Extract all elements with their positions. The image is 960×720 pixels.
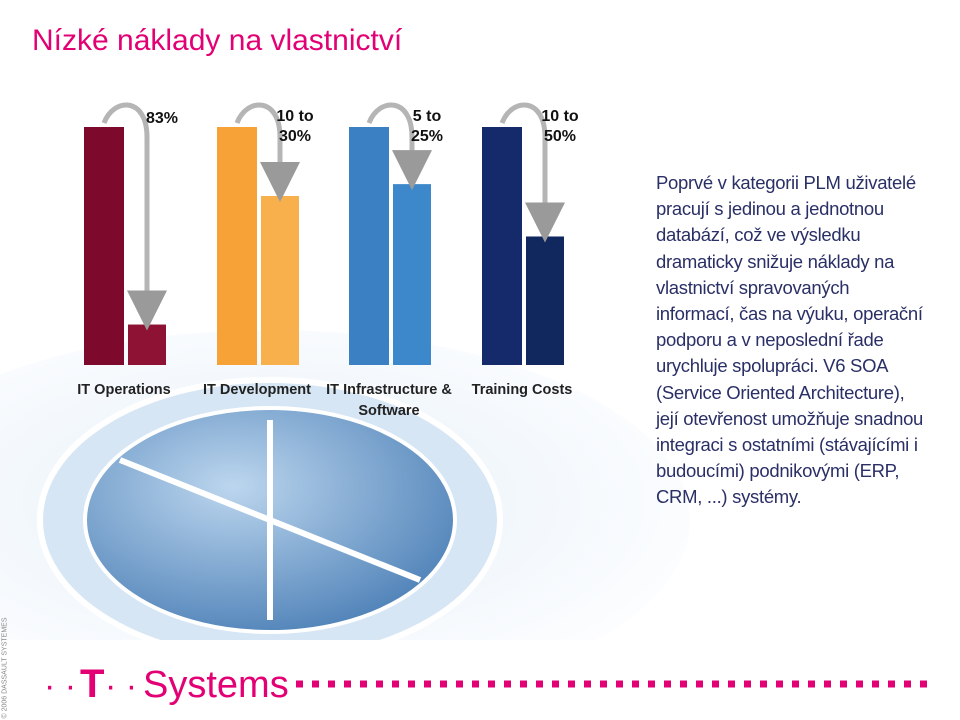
logo-mark: T [80,662,104,706]
arrow [101,102,167,331]
annotation: 10 to [541,108,579,125]
logo-dots: · · [105,667,137,705]
bar [482,127,522,365]
annotation: 10 to [276,108,314,125]
category-label: IT Infrastructure & Software [326,382,452,419]
logo-name: Systems [143,664,289,706]
bar [526,236,564,365]
slide-title: Nízké náklady na vlastnictví [32,24,403,57]
annotation: 83% [146,110,178,127]
body-text: Poprvé v kategorii PLM uživatelé pracují… [656,172,924,508]
bar [128,324,166,365]
arrow [234,102,300,203]
annotation: 25% [411,128,443,145]
bar [393,184,431,365]
annotation: 30% [279,128,311,145]
annotation: 5 to [413,108,442,125]
bar [84,127,124,365]
bar [217,127,257,365]
arrow [366,102,432,191]
bar [261,196,299,365]
category-label: Training Costs [471,382,573,398]
arrow [499,102,565,243]
annotation: 50% [544,128,576,145]
category-label: IT Development [203,382,311,398]
copyright: © 2006 DASSAULT SYSTEMES [1,617,9,719]
bar [349,127,389,365]
logo-dots: · · [44,667,76,705]
category-label: IT Operations [77,382,171,398]
chart: 83% 10 to 30% 5 to 25% 10 to 50% [84,102,579,365]
